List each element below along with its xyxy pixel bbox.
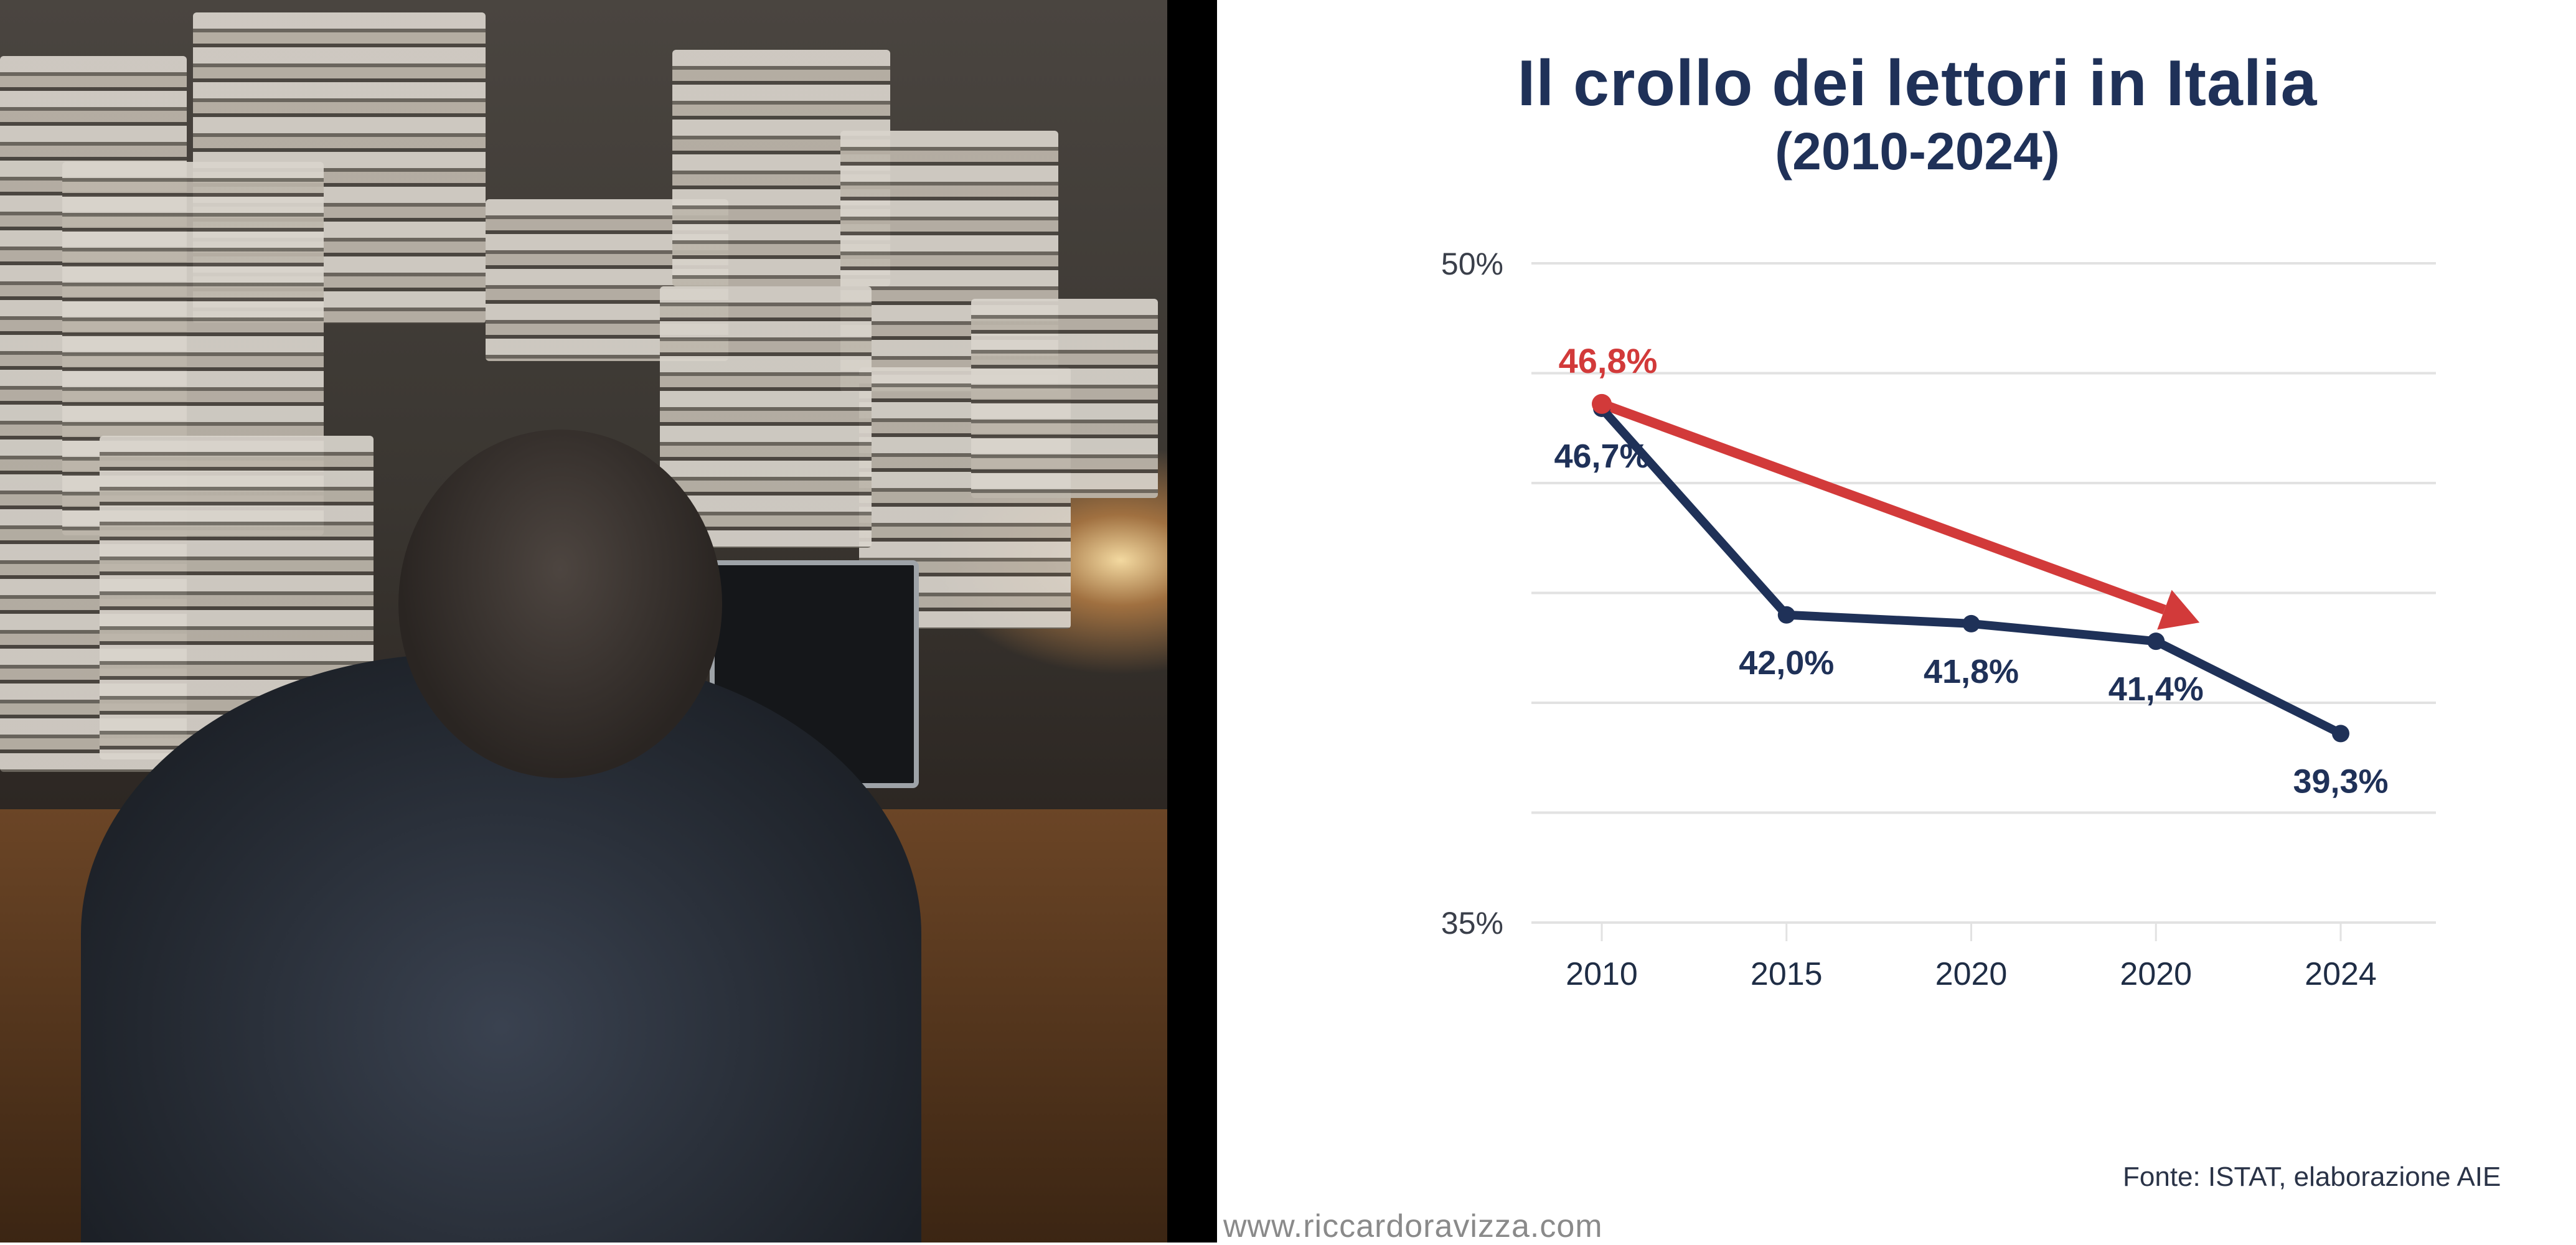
gridlines <box>1531 262 2436 924</box>
data-label: 42,0% <box>1739 644 1834 682</box>
book-stack <box>660 286 872 548</box>
photo-stressed-man-with-books <box>0 0 1167 1243</box>
website-link[interactable]: www.riccardoravizza.com <box>1223 1208 1603 1244</box>
trend-arrow-shaft <box>1600 399 2166 615</box>
data-label: 41,4% <box>2108 670 2204 708</box>
highlight-point <box>1592 393 1612 414</box>
chart-subtitle: (2010-2024) <box>1775 122 2060 181</box>
divider <box>1167 0 1217 1243</box>
x-tick-label: 2015 <box>1751 956 1823 992</box>
x-tick-label: 2024 <box>2305 956 2377 992</box>
data-point <box>1962 614 1980 632</box>
data-point <box>2332 725 2349 743</box>
trend-arrow <box>1600 399 2200 630</box>
book-stack <box>971 299 1158 498</box>
data-labels: 46,8% 46,7% 42,0% 41,8% 41,4% 39,3% <box>1554 341 2388 801</box>
axis-ticks: 50% 35% 2010 2015 2020 2020 2024 <box>1441 247 2377 992</box>
data-label: 46,7% <box>1554 438 1649 475</box>
x-tick-label: 2020 <box>1935 956 2008 992</box>
data-point <box>2147 632 2165 651</box>
source-note: Fonte: ISTAT, elaborazione AIE <box>2123 1162 2501 1192</box>
y-tick-label: 50% <box>1441 247 1503 281</box>
x-tick-label: 2020 <box>2120 956 2192 992</box>
data-label: 39,3% <box>2293 763 2388 800</box>
person-head <box>398 430 722 778</box>
series-line <box>1592 393 2349 743</box>
data-point <box>1777 606 1795 624</box>
x-tick-label: 2010 <box>1566 956 1638 992</box>
data-label: 41,8% <box>1924 653 2019 690</box>
highlight-label: 46,8% <box>1559 341 1658 380</box>
y-tick-label: 35% <box>1441 906 1503 941</box>
trend-arrow-head <box>2157 590 2200 630</box>
chart-title: Il crollo dei lettori in Italia <box>1517 47 2318 120</box>
